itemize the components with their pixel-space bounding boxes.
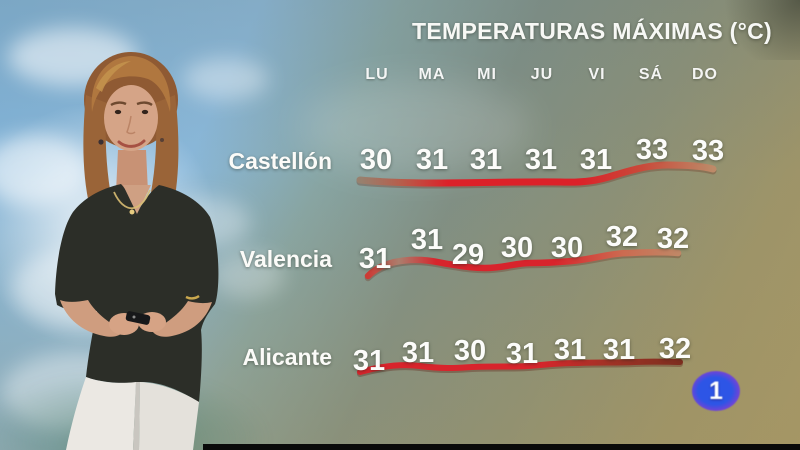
temp-value: 31 [401,337,435,369]
temp-value: 32 [656,223,690,255]
temp-value: 29 [451,239,485,271]
day-header-ma: MA [418,66,446,83]
day-header-lu: LU [365,66,389,83]
presenter-trousers [139,382,199,450]
temp-value: 30 [550,232,584,264]
corner-vignette [710,0,800,60]
temp-value: 30 [359,144,393,176]
temp-value: 31 [505,338,539,370]
temp-value: 33 [635,134,669,166]
temp-value: 32 [605,221,639,253]
temp-value: 31 [524,144,558,176]
temp-value: 33 [691,135,725,167]
temp-value: 31 [352,345,386,377]
temp-value: 31 [410,224,444,256]
temp-value: 31 [553,334,587,366]
cloud-shape [183,58,268,100]
row-label-valencia: Valencia [239,246,332,272]
presenter-arm [60,300,124,337]
temp-value: 32 [658,333,692,365]
presenter-top [55,184,219,402]
temp-value: 31 [358,243,392,275]
cloud-shape [300,80,530,175]
channel-logo-label: 1 [709,376,723,405]
necklace [113,189,151,210]
presenter-trousers [66,377,136,450]
bracelet [185,294,200,300]
earring [98,139,104,145]
temp-value: 31 [579,144,613,176]
weather-presenter-figure [55,52,219,450]
chart-title: TEMPERATURAS MÁXIMAS (°C) [412,18,772,44]
day-header-mi: MI [477,66,497,83]
day-header-sa: SÁ [638,66,664,83]
presenter-arm [152,301,212,337]
day-header-vi: VI [588,66,606,83]
temp-value: 30 [453,335,487,367]
presenter-clicker [125,311,151,325]
day-header-do: DO [692,66,718,83]
temp-value: 31 [602,334,636,366]
bottom-edge-bar [203,444,800,450]
row-label-alicante: Alicante [242,344,332,370]
row-label-castellon: Castellón [228,148,332,174]
temp-value: 31 [415,144,449,176]
temp-value: 30 [500,232,534,264]
temp-value: 31 [469,144,503,176]
channel-logo: 1 [692,371,740,411]
day-header-ju: JU [530,66,554,83]
